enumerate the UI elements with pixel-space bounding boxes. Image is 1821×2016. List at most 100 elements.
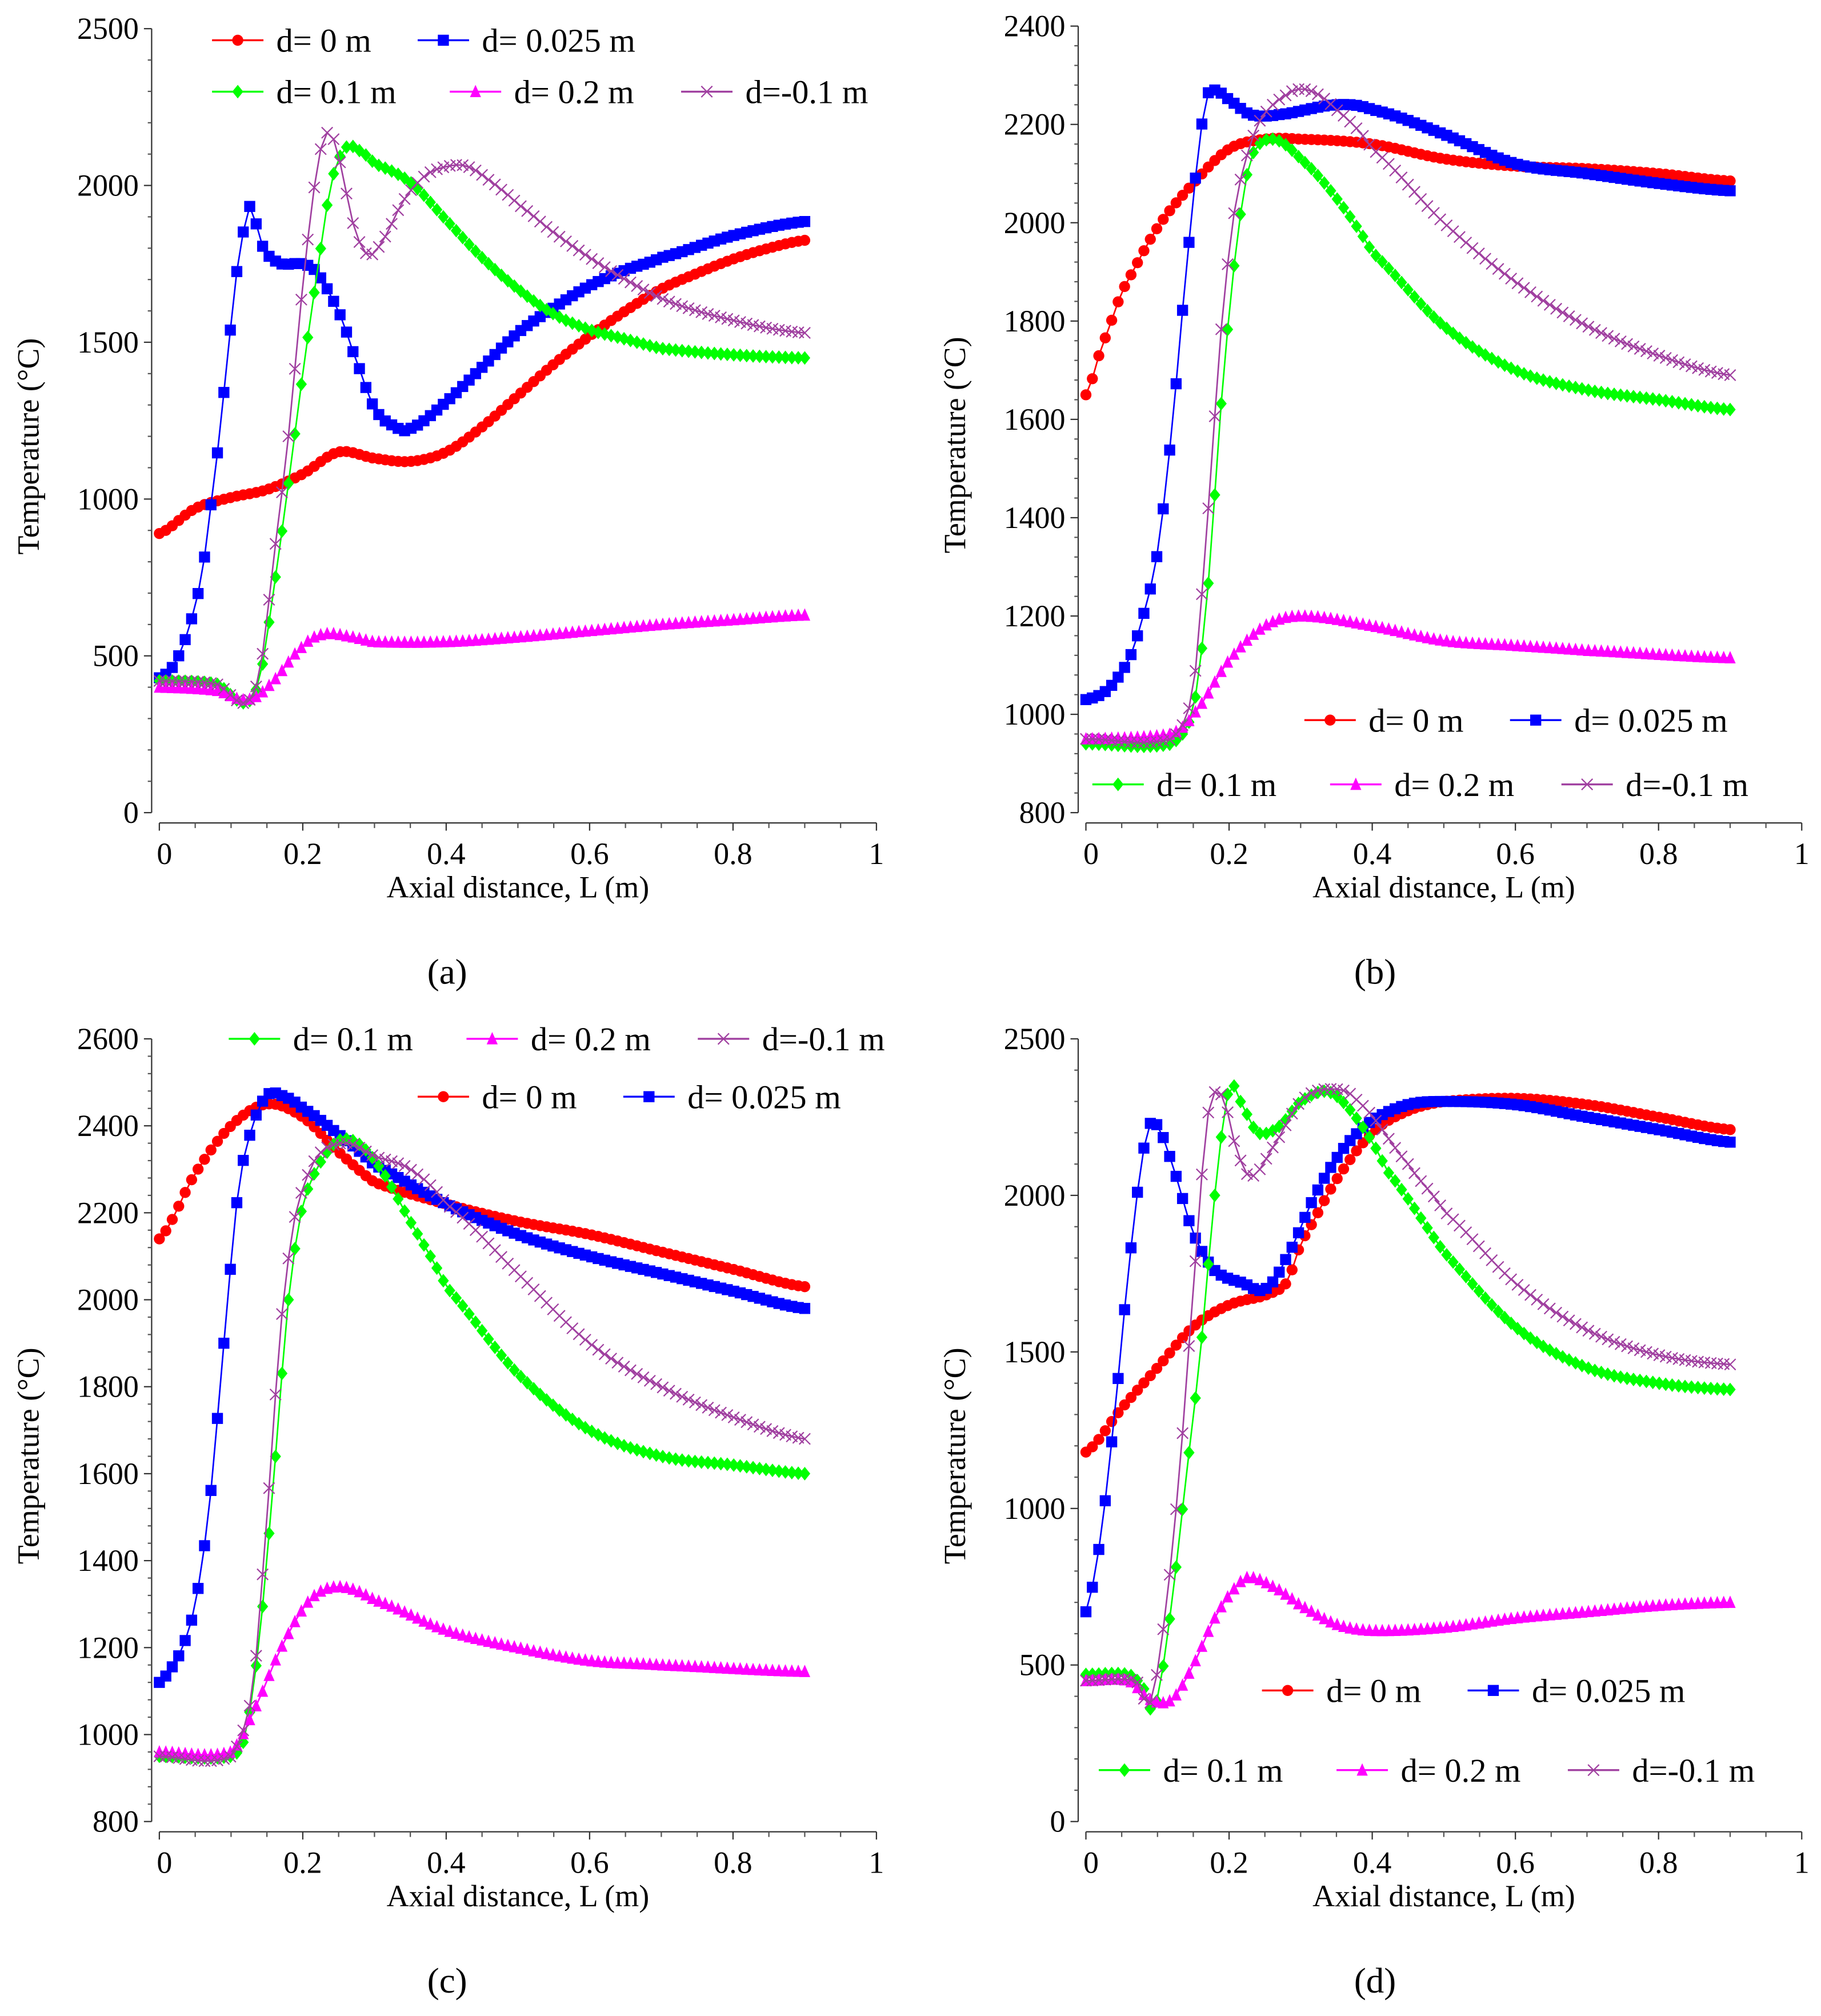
data-point-marker (1190, 690, 1201, 704)
triangle-marker-icon (470, 85, 481, 98)
data-point-marker (1132, 1186, 1143, 1198)
data-point-marker (295, 377, 307, 391)
data-point-marker (1441, 321, 1452, 335)
data-point-marker (682, 1393, 695, 1406)
data-point-marker (179, 634, 191, 646)
data-point-marker (225, 324, 236, 336)
data-point-marker (1647, 347, 1659, 360)
data-point-marker (734, 1414, 746, 1426)
data-point-marker (1151, 551, 1163, 562)
y-tick-label: 2000 (77, 1283, 139, 1317)
legend-label: d= 0 m (277, 22, 371, 59)
data-point-marker (1274, 134, 1285, 148)
chart-panel-d: 0 500 1000 1500 2000 2500 0 0.2 0.4 0.6 0.8 1 Axial … (938, 1022, 1810, 2001)
data-point-marker (1350, 122, 1363, 134)
data-point-marker (438, 210, 449, 224)
data-point-marker (779, 350, 791, 365)
data-point-marker (1614, 1338, 1627, 1350)
data-point-marker (431, 1186, 443, 1198)
data-point-marker (1408, 290, 1420, 304)
legend-label: d= 0 m (482, 1078, 577, 1115)
data-point-marker (237, 1724, 250, 1737)
data-point-marker (192, 588, 204, 599)
data-point-marker (1299, 155, 1311, 170)
data-point-marker (283, 476, 294, 490)
data-point-marker (1602, 330, 1614, 342)
data-point-marker (514, 200, 527, 213)
data-point-marker (257, 1568, 269, 1581)
y-tick-label: 1800 (77, 1370, 139, 1404)
legend-item-dm01: d=-0.1 m (1567, 1752, 1755, 1789)
data-point-marker (541, 221, 553, 233)
data-point-marker (1306, 1604, 1317, 1617)
data-point-marker (289, 362, 301, 375)
series-d025 (1080, 1095, 1736, 1618)
data-point-marker (1196, 118, 1208, 130)
data-point-marker (1112, 671, 1124, 683)
panel-label: (a) (427, 951, 467, 991)
data-point-marker (373, 1594, 385, 1607)
data-point-marker (1415, 1211, 1427, 1225)
data-point-marker (1183, 714, 1195, 726)
legend-item-dm01: d=-0.1 m (681, 74, 868, 111)
data-point-marker (257, 647, 269, 660)
data-point-marker (624, 276, 637, 289)
data-point-marker (1164, 205, 1175, 217)
data-point-marker (386, 218, 398, 230)
legend-item-d0: d= 0 m (1262, 1673, 1421, 1710)
data-point-marker (1608, 1335, 1620, 1348)
series-line (159, 203, 805, 679)
data-point-marker (379, 1597, 391, 1609)
legend-item-dm01: d=-0.1 m (1561, 766, 1748, 803)
data-point-marker (1396, 625, 1407, 638)
y-tick-label: 1000 (77, 482, 139, 516)
data-point-marker (1119, 1399, 1130, 1411)
data-point-marker (373, 241, 385, 253)
data-point-marker (1338, 1084, 1350, 1097)
circle-marker-icon (1324, 714, 1336, 726)
data-point-marker (373, 1159, 385, 1173)
data-point-marker (347, 1582, 359, 1595)
x-tick-label: 0.2 (283, 1846, 322, 1880)
data-point-marker (276, 663, 288, 677)
legend-label: d= 0.025 m (482, 22, 635, 59)
data-point-marker (502, 274, 514, 288)
data-point-marker (1434, 1199, 1447, 1211)
data-point-marker (263, 1669, 275, 1681)
data-point-marker (522, 1375, 533, 1390)
x-tick-label: 0.2 (1210, 1846, 1248, 1880)
data-point-marker (250, 1699, 262, 1711)
legend-label: d=-0.1 m (1632, 1752, 1755, 1789)
data-point-marker (1099, 1425, 1111, 1437)
data-point-marker (283, 655, 294, 668)
data-point-marker (1247, 627, 1259, 640)
data-point-marker (1306, 1197, 1317, 1209)
x-tick-label: 0.6 (1496, 1846, 1534, 1880)
data-point-marker (393, 167, 404, 181)
data-point-marker (438, 1274, 449, 1288)
data-point-marker (753, 1421, 766, 1433)
data-point-marker (1550, 1306, 1563, 1319)
data-point-marker (295, 1604, 307, 1617)
data-point-marker (405, 1163, 417, 1176)
data-point-marker (1325, 1615, 1336, 1628)
data-point-marker (1344, 1103, 1356, 1117)
data-point-marker (244, 1713, 255, 1726)
x-tick-label: 0.8 (714, 1846, 752, 1880)
data-point-marker (1614, 335, 1627, 347)
x-tick-label: 0 (157, 837, 172, 871)
data-point-marker (1254, 114, 1266, 127)
data-point-marker (598, 261, 611, 274)
data-point-marker (302, 233, 314, 246)
data-point-marker (1640, 391, 1652, 405)
data-point-marker (1415, 629, 1427, 642)
series-d025 (1080, 84, 1736, 705)
data-point-marker (1183, 182, 1195, 194)
data-point-marker (309, 286, 320, 299)
data-point-marker (1621, 1340, 1634, 1353)
data-point-marker (489, 262, 501, 277)
data-point-marker (154, 1233, 165, 1245)
data-point-marker (1376, 1154, 1388, 1168)
x-tick-label: 0.8 (1639, 837, 1678, 871)
data-point-marker (708, 1404, 721, 1417)
